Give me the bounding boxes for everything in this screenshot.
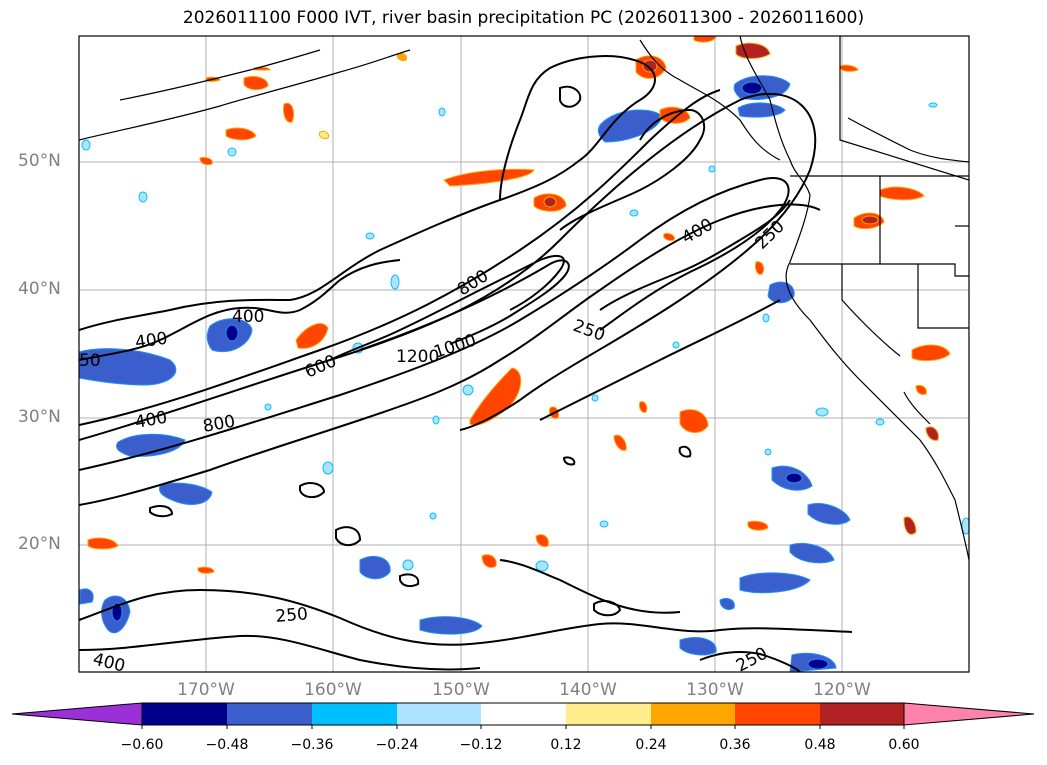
- lon-label-150w: 150°W: [432, 680, 490, 700]
- colorbar-bin: [227, 703, 312, 725]
- contour-label: 400: [134, 329, 169, 353]
- negative-anomaly-areas: [79, 75, 851, 672]
- colorbar-tick-label: 0.48: [804, 737, 836, 753]
- map-title: 2026011100 F000 IVT, river basin precipi…: [182, 8, 865, 28]
- colorbar-tick-label: 0.60: [888, 737, 920, 753]
- coastlines: [79, 36, 969, 561]
- contour-label: 50: [79, 351, 101, 371]
- colorbar-tick-label: 0.12: [550, 737, 582, 753]
- colorbar-bin: [312, 703, 397, 725]
- contour-label: 400: [232, 307, 264, 327]
- colorbar-bin: [397, 703, 481, 725]
- colorbar: [11, 702, 1035, 729]
- colorbar-tick-marks: [141, 725, 905, 729]
- colorbar-under-extension: [11, 702, 143, 726]
- positive-anomaly-areas: [87, 36, 951, 574]
- colorbar-bin: [735, 703, 820, 725]
- contour-label: 1200: [396, 347, 439, 367]
- colorbar-tick-label: −0.60: [120, 737, 164, 753]
- colorbar-bin: [481, 703, 566, 725]
- colorbar-bin: [651, 703, 735, 725]
- lat-label-20n: 20°N: [18, 534, 61, 554]
- colorbar-bin: [142, 703, 227, 725]
- colorbar-tick-label: −0.12: [459, 737, 503, 753]
- lon-label-130w: 130°W: [686, 680, 744, 700]
- colorbar-bin: [566, 703, 651, 725]
- weak-negative-areas: [81, 102, 969, 572]
- colorbar-tick-label: −0.36: [290, 737, 334, 753]
- colorbar-tick-label: 0.36: [719, 737, 751, 753]
- lon-label-170w: 170°W: [177, 680, 235, 700]
- lon-label-140w: 140°W: [559, 680, 617, 700]
- gridlines: [79, 36, 969, 672]
- ivt-contours: [79, 55, 853, 672]
- colorbar-tick-label: −0.24: [375, 737, 419, 753]
- lat-label-30n: 30°N: [18, 407, 61, 427]
- lon-label-160w: 160°W: [304, 680, 362, 700]
- colorbar-over-extension: [903, 702, 1035, 726]
- lon-label-120w: 120°W: [813, 680, 871, 700]
- colorbar-tick-label: −0.48: [205, 737, 249, 753]
- lat-label-40n: 40°N: [18, 279, 61, 299]
- contour-label: 250: [275, 604, 309, 627]
- map-frame: [78, 35, 970, 673]
- colorbar-bin: [820, 703, 904, 725]
- map-background: [79, 36, 969, 672]
- colorbar-tick-label: 0.24: [635, 737, 667, 753]
- lat-label-50n: 50°N: [18, 151, 61, 171]
